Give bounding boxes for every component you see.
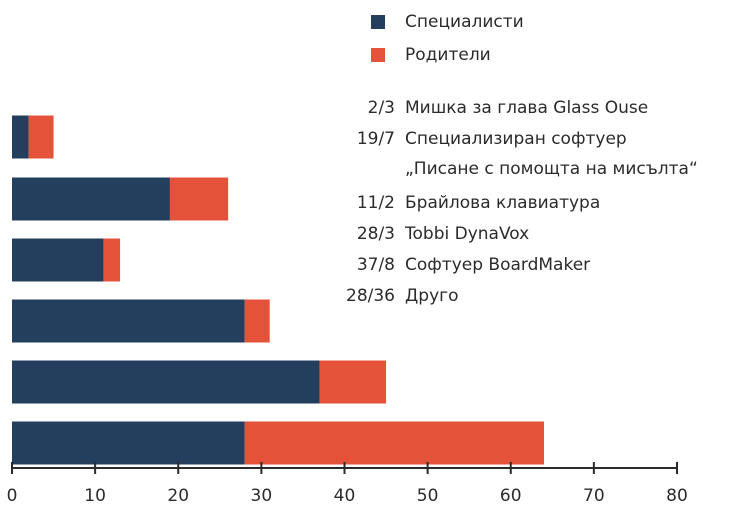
value-label: 19/7 [356,129,395,149]
x-tick-label: 30 [251,486,273,505]
category-label: Брайлова клавиатура [405,193,601,213]
bar-segment [103,238,121,282]
category-label: Друго [405,286,459,306]
category-label: Мишка за глава Glass Ouse [405,98,649,118]
category-label: Tobbi DynaVox [405,224,530,244]
x-tick-label: 70 [583,486,605,505]
bar-segment [169,177,229,221]
x-tick-label: 50 [417,486,439,505]
bar-segment [12,177,170,221]
legend-label: Родители [405,45,491,65]
x-tick-label: 20 [167,486,189,505]
bar-segment [319,360,387,404]
value-label: 28/36 [346,286,395,306]
bar-segment [244,421,544,465]
category-label: Специализиран софтуер „Писане с помощта … [405,129,698,179]
value-label: 37/8 [356,255,395,275]
bar-segment [12,238,104,282]
x-tick-label: 80 [666,486,688,505]
legend-swatch [371,48,385,62]
x-tick-label: 40 [334,486,356,505]
value-label: 11/2 [356,193,395,213]
bar-segment [12,115,29,159]
bar-segment [12,299,245,343]
x-tick-label: 10 [84,486,106,505]
bar-segment [244,299,270,343]
bar-segment [28,115,54,159]
x-tick-label: 60 [500,486,522,505]
category-label: Софтуер BoardMaker [405,255,591,275]
value-label: 2/3 [367,98,395,118]
legend-swatch [371,15,385,29]
x-tick-label: 0 [7,486,18,505]
bar-segment [12,360,320,404]
legend-label: Специалисти [405,12,524,32]
value-label: 28/3 [356,224,395,244]
bar-segment [12,421,245,465]
